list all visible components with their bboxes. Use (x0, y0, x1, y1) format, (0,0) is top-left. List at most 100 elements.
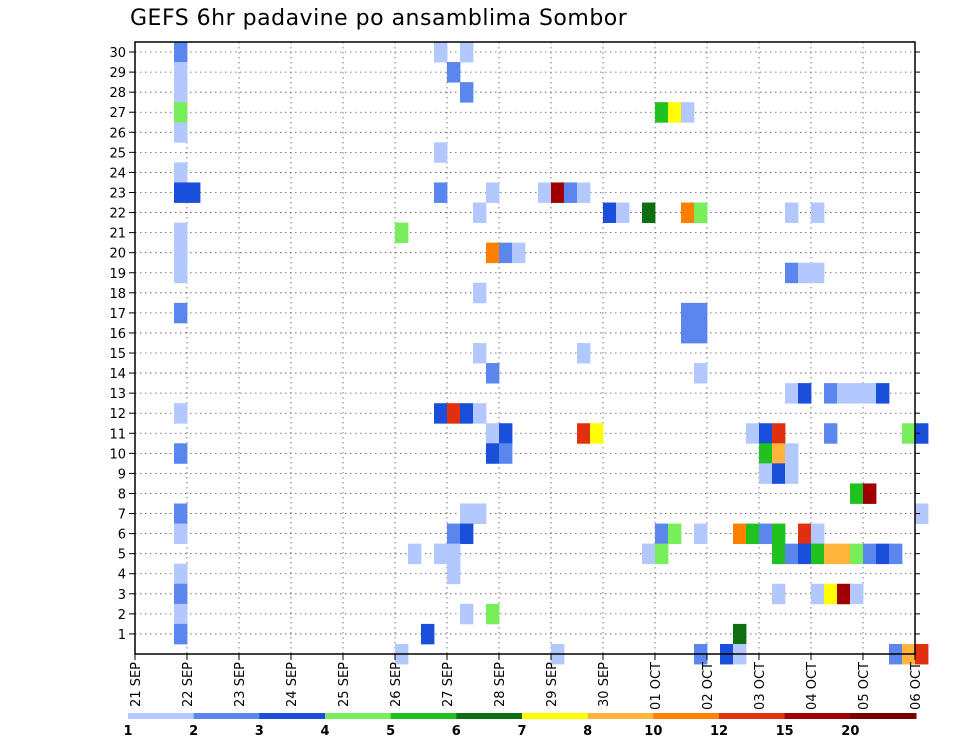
precip-cell (759, 523, 773, 545)
precip-cell (174, 503, 188, 524)
precip-cell (447, 543, 461, 565)
legend-label: 3 (255, 724, 264, 739)
y-tick-label: 16 (109, 327, 126, 342)
legend-label: 1 (123, 724, 132, 739)
precip-cell (668, 102, 682, 123)
precip-cell (655, 523, 669, 545)
precip-cell (759, 443, 773, 464)
precip-cell (785, 383, 799, 404)
x-tick-label: 26 SEP (389, 662, 404, 707)
legend-swatch (259, 713, 326, 719)
legend-swatch (784, 713, 851, 719)
precip-cell (915, 423, 929, 444)
legend-swatch (128, 713, 195, 719)
precip-cell (798, 523, 812, 545)
precip-cell (603, 202, 617, 223)
y-tick-label: 26 (109, 126, 126, 141)
y-tick-label: 11 (109, 427, 126, 442)
precip-cell (473, 503, 487, 524)
precip-cell (824, 383, 838, 404)
precip-cell (564, 182, 578, 203)
plot-frame (134, 41, 916, 655)
precip-cell (174, 563, 188, 585)
legend-label: 10 (644, 724, 662, 739)
color-legend: 1 2 3 4 5 6 7 8 10 12 15 20 (123, 713, 917, 739)
x-tick-label: 28 SEP (493, 662, 508, 707)
precip-cell (876, 383, 890, 404)
x-tick-label: 02 OCT (701, 662, 716, 710)
precip-cell (486, 363, 500, 384)
precip-cell (512, 242, 526, 264)
precip-cell (577, 423, 591, 444)
legend-swatch (325, 713, 392, 719)
y-tick-label: 9 (118, 467, 126, 482)
legend-swatch (456, 713, 523, 719)
precip-cell (174, 182, 188, 203)
legend-label: 20 (841, 724, 859, 739)
precip-cell (499, 443, 513, 464)
legend-swatch (390, 713, 457, 719)
x-tick-label: 04 OCT (805, 662, 820, 710)
precip-cell (876, 543, 890, 565)
precip-cell (785, 202, 799, 223)
precip-cell (733, 523, 747, 545)
precip-cell (681, 102, 695, 123)
precip-cell (434, 403, 448, 424)
y-tick-label: 14 (109, 367, 126, 382)
precip-cell (174, 623, 188, 645)
y-tick-label: 29 (109, 66, 126, 81)
precip-cell (434, 42, 448, 63)
precip-cell (798, 262, 812, 284)
precip-cell (837, 583, 851, 605)
precip-cell (655, 543, 669, 565)
precip-cell (668, 523, 682, 545)
y-tick-label: 21 (109, 227, 126, 242)
legend-label: 2 (189, 724, 198, 739)
x-tick-label: 21 SEP (129, 662, 144, 707)
precip-cell (642, 202, 656, 223)
y-tick-label: 18 (109, 287, 126, 302)
precip-cell (889, 543, 903, 565)
precip-cell (772, 583, 786, 605)
precip-cell (681, 322, 695, 344)
precip-cell (681, 202, 695, 223)
precip-cell (577, 342, 591, 364)
y-tick-label: 22 (109, 207, 126, 222)
y-tick-label: 27 (109, 106, 126, 121)
precip-cell (850, 543, 864, 565)
precip-cell (174, 62, 188, 83)
y-tick-label: 17 (109, 307, 126, 322)
precip-cell (798, 543, 812, 565)
precip-cell (642, 543, 656, 565)
precip-cell (759, 463, 773, 484)
legend-swatch (587, 713, 654, 719)
precip-cell (486, 443, 500, 464)
precip-cell (473, 202, 487, 223)
precip-cell (174, 82, 188, 103)
precip-cell (421, 623, 435, 645)
y-tick-label: 2 (118, 608, 126, 623)
precip-cell (174, 603, 188, 625)
precip-cell (798, 383, 812, 404)
precip-cell (486, 242, 500, 264)
precip-cell (174, 302, 188, 324)
precip-cell (733, 623, 747, 645)
precip-cell (577, 182, 591, 203)
legend-label: 5 (386, 724, 395, 739)
precip-cell (837, 543, 851, 565)
precip-cell (746, 523, 760, 545)
precip-cell (499, 242, 513, 264)
precip-cell (694, 302, 708, 324)
y-tick-label: 25 (109, 146, 126, 161)
precip-cell (837, 383, 851, 404)
chart-title: GEFS 6hr padavine po ansamblima Sombor (130, 6, 628, 31)
precip-cell (174, 42, 188, 63)
precip-cell (460, 523, 474, 545)
precip-cell (434, 543, 448, 565)
precip-cell (486, 423, 500, 444)
y-axis: 1234567891011121314151617181920212223242… (109, 46, 920, 643)
precip-cell (824, 423, 838, 444)
precip-cell (785, 463, 799, 484)
y-tick-label: 7 (118, 508, 126, 523)
